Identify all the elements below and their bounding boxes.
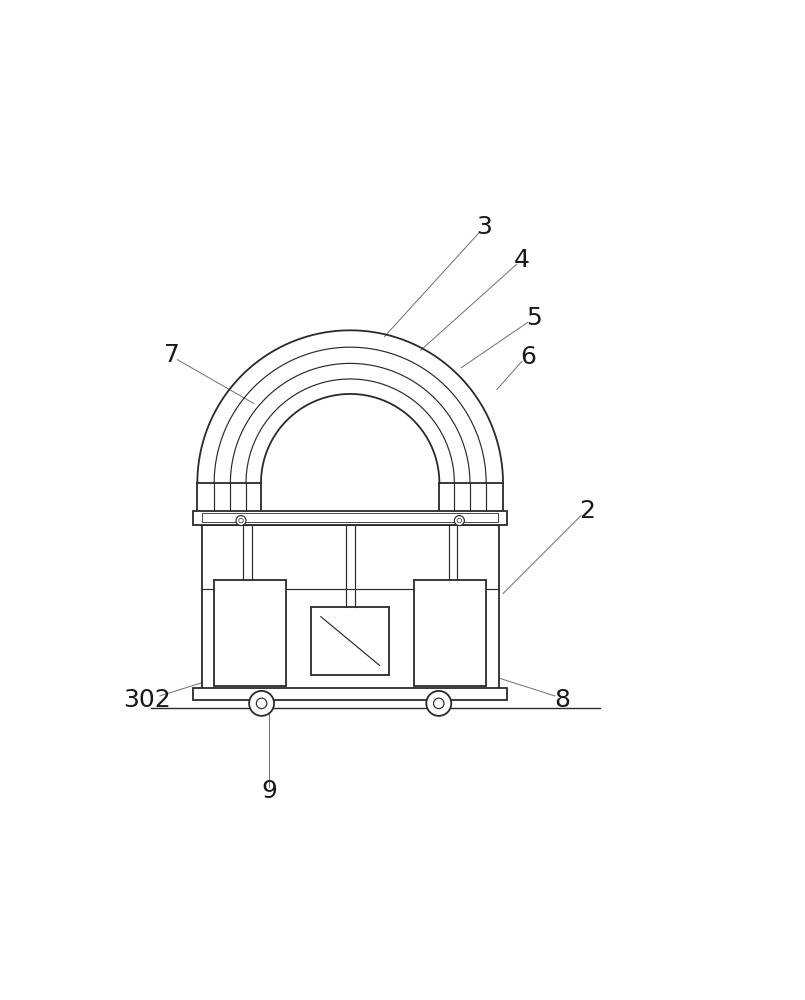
Text: 302: 302	[123, 688, 171, 712]
Bar	[202, 513, 498, 522]
Text: 2: 2	[580, 499, 595, 523]
Circle shape	[256, 698, 266, 709]
Bar	[415, 580, 486, 686]
Circle shape	[454, 516, 464, 526]
Circle shape	[236, 516, 246, 526]
Bar	[202, 525, 498, 693]
Bar	[193, 688, 507, 700]
Circle shape	[434, 698, 444, 709]
Text: 8: 8	[555, 688, 570, 712]
Bar	[214, 580, 286, 686]
Text: 6: 6	[520, 345, 536, 369]
Circle shape	[239, 518, 243, 523]
Circle shape	[427, 691, 452, 716]
Text: 5: 5	[526, 306, 542, 330]
Text: 9: 9	[261, 779, 277, 803]
Circle shape	[249, 691, 274, 716]
Bar	[193, 511, 507, 525]
Circle shape	[457, 518, 461, 523]
Text: 4: 4	[514, 248, 530, 272]
Bar	[312, 607, 389, 675]
Text: 3: 3	[477, 215, 492, 239]
Text: 7: 7	[164, 343, 180, 367]
